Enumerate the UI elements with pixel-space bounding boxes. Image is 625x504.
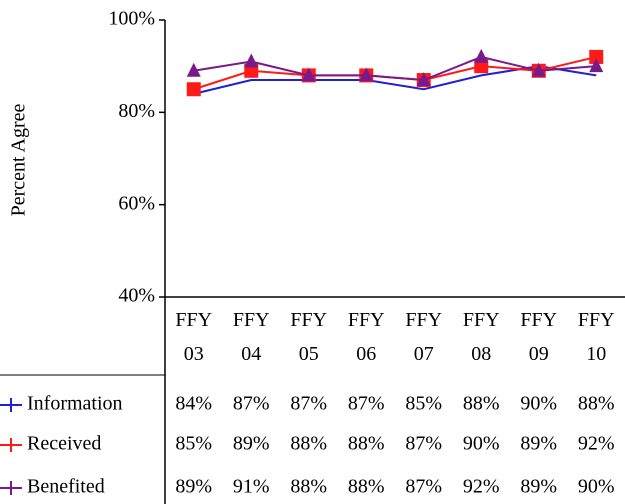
x-tick-label: FFY 03 xyxy=(175,309,213,365)
y-tick-label: 80% xyxy=(118,100,155,122)
table-cell: 87% xyxy=(405,476,442,498)
legend-label: Benefited xyxy=(27,476,105,498)
x-tick-label: FFY 07 xyxy=(405,309,443,365)
table-cell: 92% xyxy=(578,433,615,455)
table-cell: 87% xyxy=(233,393,270,415)
series-line xyxy=(193,55,597,82)
table-cell: 91% xyxy=(233,476,270,498)
marker xyxy=(531,62,546,77)
table-cell: 84% xyxy=(175,393,212,415)
table-cell: 89% xyxy=(520,433,557,455)
table-cell: 88% xyxy=(290,433,327,455)
marker xyxy=(589,58,604,73)
y-axis-label: Percent Agree xyxy=(8,104,30,217)
table-cell: 92% xyxy=(463,476,500,498)
table-cell: 88% xyxy=(463,393,500,415)
x-tick-label: FFY 05 xyxy=(290,309,328,365)
table-cell: 85% xyxy=(175,433,212,455)
x-tick-label: FFY 10 xyxy=(577,309,615,365)
x-tick-label: FFY 04 xyxy=(232,309,270,365)
table-cell: 90% xyxy=(578,476,615,498)
marker xyxy=(416,72,431,87)
table-cell: 87% xyxy=(290,393,327,415)
marker xyxy=(186,62,201,77)
table-cell: 85% xyxy=(405,393,442,415)
marker xyxy=(474,48,489,63)
marker xyxy=(359,67,374,82)
y-tick-label: 60% xyxy=(118,192,155,214)
table-cell: 89% xyxy=(233,433,270,455)
table-cell: 88% xyxy=(578,393,615,415)
x-tick-label: FFY 06 xyxy=(347,309,385,365)
table-cell: 90% xyxy=(463,433,500,455)
x-tick-label: FFY 09 xyxy=(520,309,558,365)
table-cell: 88% xyxy=(348,433,385,455)
marker xyxy=(186,82,201,97)
table-cell: 89% xyxy=(175,476,212,498)
table-cell: 88% xyxy=(348,476,385,498)
table-cell: 89% xyxy=(520,476,557,498)
table-cell: 90% xyxy=(520,393,557,415)
x-tick-label: FFY 08 xyxy=(462,309,500,365)
marker xyxy=(244,53,259,68)
table-cell: 88% xyxy=(290,476,327,498)
marker xyxy=(301,67,316,82)
y-tick-label: 40% xyxy=(118,285,155,307)
legend-label: Information xyxy=(27,393,123,415)
table-cell: 87% xyxy=(405,433,442,455)
legend-label: Received xyxy=(27,433,101,455)
marker xyxy=(589,49,604,64)
table-cell: 87% xyxy=(348,393,385,415)
y-tick-label: 100% xyxy=(108,8,155,30)
